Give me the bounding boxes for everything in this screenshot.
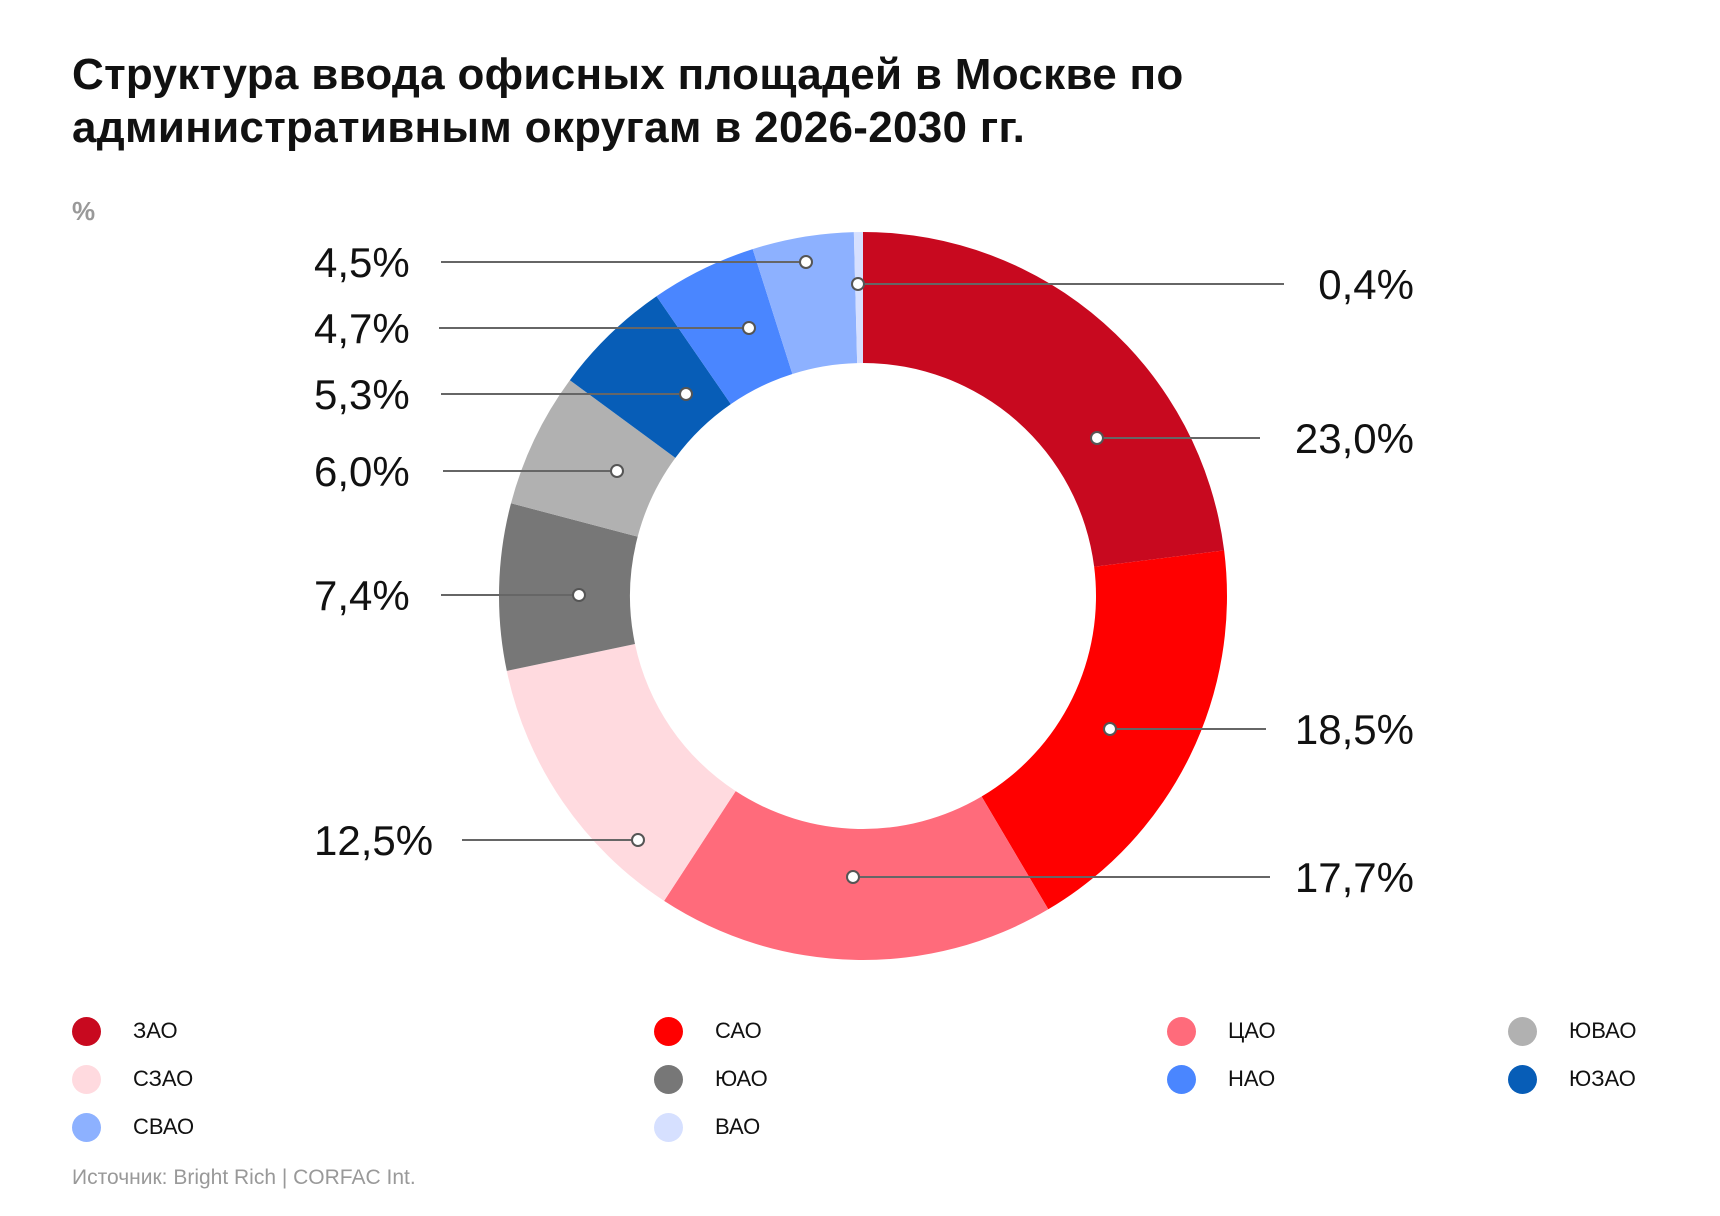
- legend-label: ЗАО: [133, 1018, 178, 1043]
- legend-item: ЮЗАО: [1508, 1063, 1708, 1095]
- leader-dot: [799, 255, 813, 269]
- slice-СВАО: [752, 232, 858, 374]
- leader-dot: [572, 588, 586, 602]
- slice-СЗАО: [506, 643, 736, 901]
- data-label: 5,3%: [314, 371, 410, 418]
- leader-dot: [679, 387, 693, 401]
- legend-label: ВАО: [715, 1114, 761, 1139]
- legend-swatch: [72, 1064, 101, 1094]
- leader-dot: [742, 321, 756, 335]
- data-label: 12,5%: [314, 817, 433, 864]
- leader-dot: [631, 833, 645, 847]
- slice-ЮАО: [499, 503, 638, 671]
- leader-dot: [846, 870, 860, 884]
- slice-ЮВАО: [511, 380, 676, 537]
- legend-swatch: [1508, 1064, 1537, 1094]
- legend-label: ЮВАО: [1569, 1018, 1637, 1043]
- legend-item: ЦАО: [1167, 1015, 1508, 1047]
- legend-label: СЗАО: [133, 1066, 194, 1091]
- data-label: 0,4%: [1318, 261, 1414, 308]
- legend-item: ЮВАО: [1508, 1015, 1708, 1047]
- legend-label: ЮАО: [715, 1066, 768, 1091]
- legend-item: САО: [654, 1015, 1167, 1047]
- legend-item: ЗАО: [72, 1015, 654, 1047]
- slice-ЗАО: [863, 232, 1225, 567]
- legend-item: ЮАО: [654, 1063, 1167, 1095]
- legend-item: НАО: [1167, 1063, 1508, 1095]
- legend-label: ЮЗАО: [1569, 1066, 1636, 1091]
- data-label: 4,7%: [314, 305, 410, 352]
- leader-dot: [1090, 431, 1104, 445]
- legend-label: ЦАО: [1228, 1018, 1276, 1043]
- data-label: 17,7%: [1295, 854, 1414, 901]
- legend-swatch: [1167, 1016, 1196, 1046]
- legend-swatch: [654, 1112, 683, 1142]
- legend-swatch: [72, 1016, 101, 1046]
- legend-item: СВАО: [72, 1111, 654, 1143]
- leader-dot: [851, 277, 865, 291]
- unit-label: %: [72, 196, 96, 226]
- legend-label: СВАО: [133, 1114, 195, 1139]
- legend-swatch: [654, 1016, 683, 1046]
- legend-label: САО: [715, 1018, 762, 1043]
- chart-title: Структура ввода офисных площадей в Москв…: [72, 50, 1184, 152]
- data-label: 4,5%: [314, 239, 410, 286]
- legend: ЗАО САО ЦАО ЮВАО СЗАО ЮАО НАО ЮЗАО СВАО ВАО: [72, 1015, 1692, 1143]
- source-note: Источник: Bright Rich | CORFAC Int.: [72, 1166, 416, 1189]
- data-label: 7,4%: [314, 572, 410, 619]
- slice-ВАО: [853, 232, 863, 364]
- data-label: 18,5%: [1295, 706, 1414, 753]
- legend-swatch: [72, 1112, 101, 1142]
- legend-item: ВАО: [654, 1111, 1167, 1143]
- leader-dot: [610, 464, 624, 478]
- legend-swatch: [1167, 1064, 1196, 1094]
- data-label: 6,0%: [314, 448, 410, 495]
- legend-item: СЗАО: [72, 1063, 654, 1095]
- data-label: 23,0%: [1295, 415, 1414, 462]
- slice-НАО: [656, 249, 793, 405]
- legend-swatch: [1508, 1016, 1537, 1046]
- slice-ЮЗАО: [569, 296, 731, 458]
- legend-label: НАО: [1228, 1066, 1276, 1091]
- leader-dot: [1103, 722, 1117, 736]
- legend-swatch: [654, 1064, 683, 1094]
